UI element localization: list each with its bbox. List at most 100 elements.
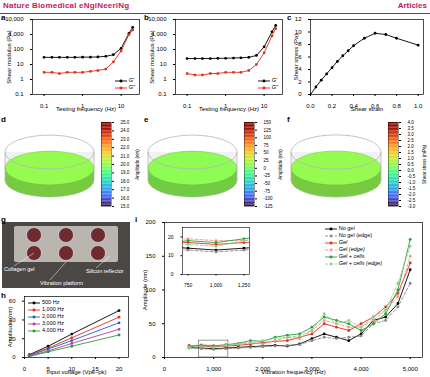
- svg-text:Shear stress (Pa): Shear stress (Pa): [293, 34, 299, 81]
- svg-text:0.2: 0.2: [328, 103, 337, 109]
- svg-text:-100: -100: [264, 196, 274, 201]
- svg-text:23.0: 23.0: [121, 137, 130, 142]
- svg-text:17.0: 17.0: [121, 187, 130, 192]
- svg-text:0: 0: [152, 354, 156, 360]
- svg-text:Shear stress (mPa): Shear stress (mPa): [422, 145, 427, 184]
- svg-text:1,250: 1,250: [238, 282, 251, 288]
- svg-text:12: 12: [295, 16, 302, 22]
- svg-text:10: 10: [17, 61, 24, 67]
- svg-text:Collagen gel: Collagen gel: [4, 266, 35, 272]
- svg-text:Vibration frequency (Hz): Vibration frequency (Hz): [261, 369, 326, 375]
- svg-text:Testing frequency (Hz): Testing frequency (Hz): [56, 106, 116, 112]
- svg-text:10: 10: [261, 103, 268, 109]
- svg-text:1.0: 1.0: [408, 156, 415, 161]
- svg-text:100: 100: [156, 46, 167, 52]
- svg-text:5,000: 5,000: [403, 366, 419, 372]
- svg-text:125: 125: [264, 128, 272, 133]
- svg-text:50: 50: [149, 321, 156, 327]
- svg-text:Shear modulus (Pa): Shear modulus (Pa): [149, 30, 155, 83]
- svg-text:-2.0: -2.0: [408, 192, 416, 197]
- svg-text:10: 10: [294, 28, 302, 35]
- svg-text:150: 150: [145, 253, 156, 259]
- svg-text:0.0: 0.0: [306, 103, 315, 109]
- svg-text:18.0: 18.0: [121, 179, 130, 184]
- svg-text:20: 20: [116, 366, 123, 372]
- svg-text:-50: -50: [264, 181, 271, 186]
- svg-text:25.0: 25.0: [121, 120, 130, 125]
- svg-text:60: 60: [9, 298, 16, 304]
- svg-text:0.1: 0.1: [40, 103, 49, 109]
- svg-text:0.0: 0.0: [408, 168, 415, 173]
- svg-text:0.1: 0.1: [183, 103, 192, 109]
- svg-text:10: 10: [168, 252, 174, 258]
- svg-text:Shear modulus (Pa): Shear modulus (Pa): [6, 30, 12, 83]
- svg-text:4.0: 4.0: [408, 120, 415, 125]
- svg-text:Silicon reflector: Silicon reflector: [86, 268, 124, 274]
- svg-text:0: 0: [23, 366, 27, 372]
- svg-text:-1.0: -1.0: [408, 180, 416, 185]
- svg-text:19.0: 19.0: [121, 170, 130, 175]
- svg-text:-0.5: -0.5: [408, 174, 416, 179]
- svg-text:-125: -125: [264, 204, 274, 209]
- svg-text:Input voltage (Vpk–pk): Input voltage (Vpk–pk): [46, 369, 106, 375]
- svg-text:-1.5: -1.5: [408, 186, 416, 191]
- svg-text:1,000: 1,000: [206, 366, 222, 372]
- svg-text:-25: -25: [264, 173, 271, 178]
- svg-text:4,000: 4,000: [354, 366, 370, 372]
- svg-text:200: 200: [145, 219, 156, 225]
- svg-text:0.1: 0.1: [158, 91, 167, 97]
- svg-text:1.0: 1.0: [414, 103, 423, 109]
- svg-text:-3.0: -3.0: [408, 204, 416, 209]
- svg-text:1: 1: [20, 76, 24, 82]
- svg-text:20.0: 20.0: [121, 162, 130, 167]
- svg-text:10: 10: [160, 61, 167, 67]
- svg-text:0: 0: [298, 91, 302, 97]
- svg-text:10,000: 10,000: [148, 16, 167, 22]
- svg-text:750: 750: [184, 282, 193, 288]
- svg-text:75: 75: [264, 143, 270, 148]
- html-text:Articles: Articles: [397, 1, 427, 10]
- svg-text:Amplitude (nm): Amplitude (nm): [142, 270, 148, 311]
- svg-text:3.0: 3.0: [408, 132, 415, 137]
- svg-text:Testing frequency (Hz): Testing frequency (Hz): [199, 106, 259, 112]
- svg-text:-2.5: -2.5: [408, 198, 416, 203]
- svg-text:150: 150: [264, 120, 272, 125]
- svg-text:Vibration platform: Vibration platform: [40, 280, 83, 286]
- svg-text:25: 25: [264, 158, 270, 163]
- svg-text:Amplitude (nm): Amplitude (nm): [278, 149, 283, 180]
- svg-text:-75: -75: [264, 189, 271, 194]
- svg-text:Amplitude (nm): Amplitude (nm): [7, 307, 13, 348]
- svg-text:1,000: 1,000: [210, 282, 223, 288]
- svg-text:10: 10: [118, 103, 125, 109]
- svg-text:1,000: 1,000: [151, 31, 167, 38]
- svg-text:1,000: 1,000: [8, 31, 24, 38]
- svg-text:10,000: 10,000: [5, 16, 24, 22]
- svg-text:22.0: 22.0: [121, 145, 130, 150]
- svg-text:0: 0: [12, 354, 16, 360]
- svg-text:1.5: 1.5: [408, 150, 415, 155]
- svg-text:3.5: 3.5: [408, 126, 415, 131]
- svg-text:100: 100: [13, 46, 24, 52]
- svg-text:0: 0: [163, 366, 167, 372]
- html-text:G′: G′: [128, 77, 135, 83]
- svg-text:100: 100: [264, 135, 272, 140]
- svg-text:16.0: 16.0: [121, 196, 130, 201]
- svg-text:Shear strain: Shear strain: [351, 106, 383, 112]
- svg-text:Amplitude (nm): Amplitude (nm): [135, 149, 140, 180]
- svg-text:21.0: 21.0: [121, 154, 130, 159]
- html-text:Nature Biomedical eNgiNeeriNg: Nature Biomedical eNgiNeeriNg: [3, 1, 130, 10]
- html-text:G″: G″: [128, 84, 135, 90]
- svg-text:0.8: 0.8: [392, 103, 401, 109]
- svg-text:2.0: 2.0: [408, 144, 415, 149]
- svg-text:1: 1: [163, 76, 167, 82]
- svg-text:2.5: 2.5: [408, 138, 415, 143]
- svg-text:0: 0: [171, 271, 174, 277]
- svg-text:20: 20: [168, 234, 174, 240]
- svg-text:15.0: 15.0: [121, 204, 130, 209]
- svg-text:0: 0: [264, 166, 267, 171]
- svg-text:0.1: 0.1: [15, 91, 24, 97]
- svg-text:50: 50: [264, 150, 270, 155]
- svg-text:0.5: 0.5: [408, 162, 415, 167]
- svg-text:100: 100: [145, 286, 156, 293]
- svg-text:24.0: 24.0: [121, 128, 130, 133]
